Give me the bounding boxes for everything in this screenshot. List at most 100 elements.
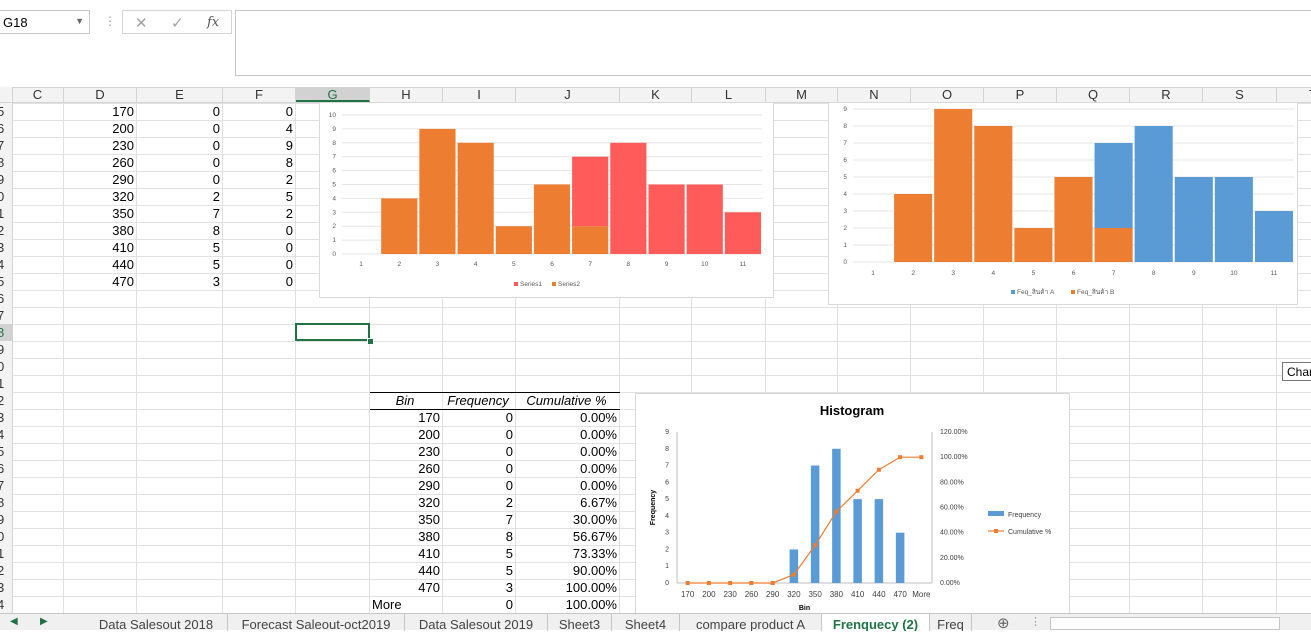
column-header-d[interactable]: D [64,87,137,102]
row-header[interactable]: 3 [0,409,12,426]
select-all-corner[interactable] [0,87,13,102]
sheet-tab[interactable]: Sheet3 [548,614,612,631]
sheet-tab[interactable]: Data Salesout 2018 [85,614,228,631]
sheet-tab[interactable]: Forecast Saleout-oct2019 [228,614,405,631]
next-sheet-icon[interactable]: ▶ [40,616,48,627]
column-header-q[interactable]: Q [1057,87,1130,102]
row-header[interactable]: 0 [0,188,12,205]
column-header-o[interactable]: O [911,87,984,102]
cell-f[interactable]: 5 [285,189,293,204]
table-cell[interactable]: 0 [505,461,513,476]
add-sheet-icon[interactable]: ⊕ [997,615,1010,632]
table-cell[interactable]: 0.00% [580,478,617,493]
table-cell[interactable]: More [372,597,402,612]
column-header-s[interactable]: S [1203,87,1277,102]
chevron-down-icon[interactable]: ▼ [75,16,84,26]
active-cell-g18[interactable] [295,323,370,341]
row-header[interactable]: 8 [0,494,12,511]
table-cell[interactable]: 0.00% [580,427,617,442]
table-cell[interactable]: 100.00% [565,580,617,595]
table-cell[interactable]: 0 [505,410,513,425]
column-header-c[interactable]: C [12,87,64,102]
row-header[interactable]: 4 [0,256,12,273]
cell-e[interactable]: 3 [212,274,220,289]
cell-e[interactable]: 0 [212,121,220,136]
column-header-p[interactable]: P [984,87,1057,102]
table-cell[interactable]: 0.00% [580,444,617,459]
cell-d[interactable]: 290 [112,172,134,187]
horizontal-scrollbar[interactable] [1050,617,1280,630]
row-header[interactable]: 5 [0,443,12,460]
row-header[interactable]: 2 [0,222,12,239]
row-header[interactable]: 8 [0,154,12,171]
column-header-t[interactable]: T [1277,87,1311,102]
table-cell[interactable]: 0.00% [580,461,617,476]
row-header[interactable]: 6 [0,460,12,477]
table-cell[interactable]: 30.00% [572,512,617,527]
row-header[interactable]: 1 [0,375,12,392]
table-cell[interactable]: 8 [505,529,513,544]
table-cell[interactable]: 470 [418,580,440,595]
table-cell[interactable]: 2 [505,495,513,510]
row-header[interactable]: 7 [0,307,12,324]
table-cell[interactable]: 410 [418,546,440,561]
cell-d[interactable]: 260 [112,155,134,170]
cell-f[interactable]: 2 [285,206,293,221]
table-cell[interactable]: 230 [418,444,440,459]
row-header[interactable]: 1 [0,545,12,562]
table-cell[interactable]: 73.33% [572,546,617,561]
table-cell[interactable]: 0 [505,444,513,459]
column-header-m[interactable]: M [766,87,838,102]
column-header-g[interactable]: G [296,87,370,102]
table-cell[interactable]: 5 [505,563,513,578]
column-header-l[interactable]: L [692,87,766,102]
cell-f[interactable]: 0 [285,274,293,289]
table-cell[interactable]: 0.00% [580,410,617,425]
more-options-icon[interactable]: ⋮ [104,14,116,28]
cell-e[interactable]: 0 [212,172,220,187]
cell-e[interactable]: 8 [212,223,220,238]
cell-d[interactable]: 230 [112,138,134,153]
cell-f[interactable]: 0 [285,257,293,272]
table-cell[interactable]: 5 [505,546,513,561]
row-header[interactable]: 7 [0,477,12,494]
row-header[interactable]: 0 [0,358,12,375]
table-cell[interactable]: 56.67% [572,529,617,544]
row-header[interactable]: 4 [0,426,12,443]
row-header[interactable]: 9 [0,511,12,528]
table-cell[interactable]: 440 [418,563,440,578]
row-header[interactable]: 6 [0,120,12,137]
sheet-tab[interactable]: compare product A [680,614,822,631]
chart-series1-series2[interactable]: 0 1 2 3 4 5 6 7 8 9 10 1 2 3 4 5 6 7 8 9 10 11 Series1 Series2 [319,102,774,298]
cell-d[interactable]: 410 [112,240,134,255]
chart-product-a-b[interactable]: 0 1 2 3 4 5 6 7 8 9 1 2 3 4 5 6 7 8 9 10 11 Feq_สินค้า A Feq_ส… [828,102,1298,305]
row-header[interactable]: 3 [0,579,12,596]
table-cell[interactable]: 320 [418,495,440,510]
table-cell[interactable]: 90.00% [572,563,617,578]
table-cell[interactable]: 7 [505,512,513,527]
table-cell[interactable]: 100.00% [565,597,617,612]
table-cell[interactable]: 200 [418,427,440,442]
cell-f[interactable]: 9 [285,138,293,153]
cell-e[interactable]: 2 [212,189,220,204]
cell-e[interactable]: 0 [212,104,220,119]
table-cell[interactable]: 290 [418,478,440,493]
row-header[interactable]: 0 [0,528,12,545]
table-cell[interactable]: 0 [505,597,513,612]
row-header[interactable]: 7 [0,137,12,154]
cell-d[interactable]: 350 [112,206,134,221]
formula-input[interactable] [235,10,1311,76]
tab-more-icon[interactable]: ⋮ [1030,616,1041,628]
cancel-icon[interactable]: ✕ [135,15,148,32]
cell-d[interactable]: 380 [112,223,134,238]
sheet-tab[interactable]: Sheet4 [612,614,680,631]
cell-d[interactable]: 440 [112,257,134,272]
row-header[interactable]: 9 [0,171,12,188]
cell-e[interactable]: 5 [212,240,220,255]
column-header-j[interactable]: J [516,87,620,102]
enter-icon[interactable]: ✓ [171,15,184,32]
fill-handle[interactable] [367,338,374,345]
sheet-tab[interactable]: Data Salesout 2019 [405,614,548,631]
histogram-chart[interactable]: Histogram 0 1 2 3 4 5 6 7 8 9 0.00% 20.00% 40.00% 60.0… [635,393,1070,615]
row-header[interactable]: 6 [0,290,12,307]
